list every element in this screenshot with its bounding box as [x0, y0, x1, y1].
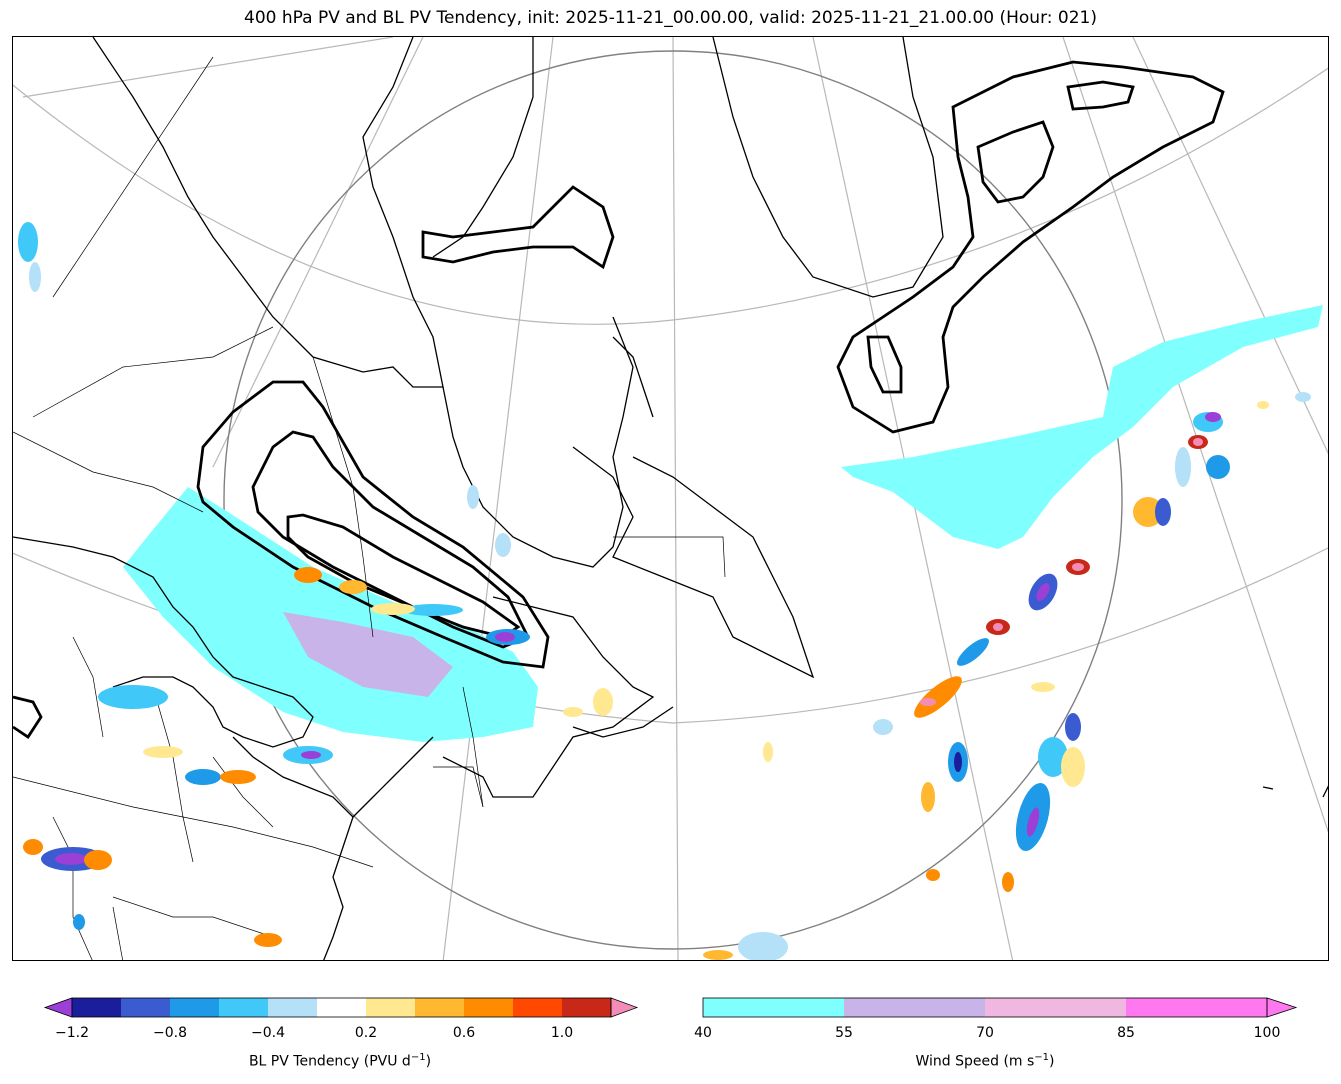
- wind-label-exp: −1: [1034, 1052, 1050, 1063]
- pv-contours: [13, 60, 1225, 739]
- pv-band: [366, 998, 415, 1017]
- pv-tick: 0.6: [452, 1025, 476, 1041]
- pv-band: [513, 998, 562, 1017]
- wind-label-end: ): [1049, 1053, 1055, 1070]
- pv-tick: 1.0: [550, 1025, 574, 1041]
- pv-extend-low: [43, 997, 73, 1018]
- pv-colorbar-label: BL PV Tendency (PVU d−1): [40, 1052, 640, 1070]
- pv-label-end: ): [425, 1053, 432, 1070]
- pv-band: [464, 998, 513, 1017]
- wind-band: [1126, 998, 1267, 1017]
- pv-band: [268, 998, 317, 1017]
- wind-jet-east: [841, 305, 1323, 549]
- wind-tick: 85: [1117, 1025, 1135, 1041]
- coastlines: [13, 37, 1328, 960]
- wind-colorbar-label: Wind Speed (m s−1): [700, 1052, 1270, 1070]
- plot-title: 400 hPa PV and BL PV Tendency, init: 202…: [244, 8, 1097, 28]
- pv-band: [317, 998, 366, 1017]
- wind-band: [844, 998, 985, 1017]
- pv-band: [415, 998, 464, 1017]
- wind-extend-high: [1266, 997, 1298, 1018]
- map-svg: [13, 37, 1328, 960]
- domain-circle: [223, 50, 1123, 950]
- wind-band: [703, 998, 844, 1017]
- pv-label-exp: −1: [410, 1052, 426, 1063]
- pv-band: [72, 998, 121, 1017]
- wind-label-main: Wind Speed (m s: [915, 1053, 1035, 1070]
- pv-band: [170, 998, 219, 1017]
- pv-band: [562, 998, 611, 1017]
- wind-colorbar-svg: [702, 997, 1298, 1018]
- pv-tick: −0.4: [251, 1025, 285, 1041]
- pv-tick: 0.2: [354, 1025, 378, 1041]
- wind-colorbar: 40 55 70 85 100 Wind Speed (m s−1): [694, 995, 1300, 1070]
- wind-tick: 55: [835, 1025, 853, 1041]
- pv-band: [219, 998, 268, 1017]
- wind-colorbar-frame: [702, 997, 1268, 1018]
- pv-band: [121, 998, 170, 1017]
- pv-colorbar-svg: [43, 997, 639, 1018]
- wind-jet-west-core: [283, 612, 453, 697]
- pv-label-main: BL PV Tendency (PVU d: [248, 1053, 411, 1070]
- pv-colorbar-frame: [71, 997, 612, 1018]
- wind-band: [985, 998, 1126, 1017]
- map-panel: [12, 36, 1329, 961]
- pv-colorbar: −1.2 −0.8 −0.4 0.2 0.6 1.0 BL PV Tendenc…: [40, 995, 640, 1070]
- wind-tick: 70: [976, 1025, 994, 1041]
- borders: [13, 56, 726, 960]
- pv-tick: −1.2: [55, 1025, 89, 1041]
- wind-tick: 100: [1253, 1025, 1281, 1041]
- wind-tick: 40: [694, 1025, 712, 1041]
- pv-tendency-blobs: [18, 222, 1311, 960]
- wind-jet-west: [123, 487, 538, 742]
- pv-tick: −0.8: [153, 1025, 187, 1041]
- pv-extend-high: [610, 997, 639, 1018]
